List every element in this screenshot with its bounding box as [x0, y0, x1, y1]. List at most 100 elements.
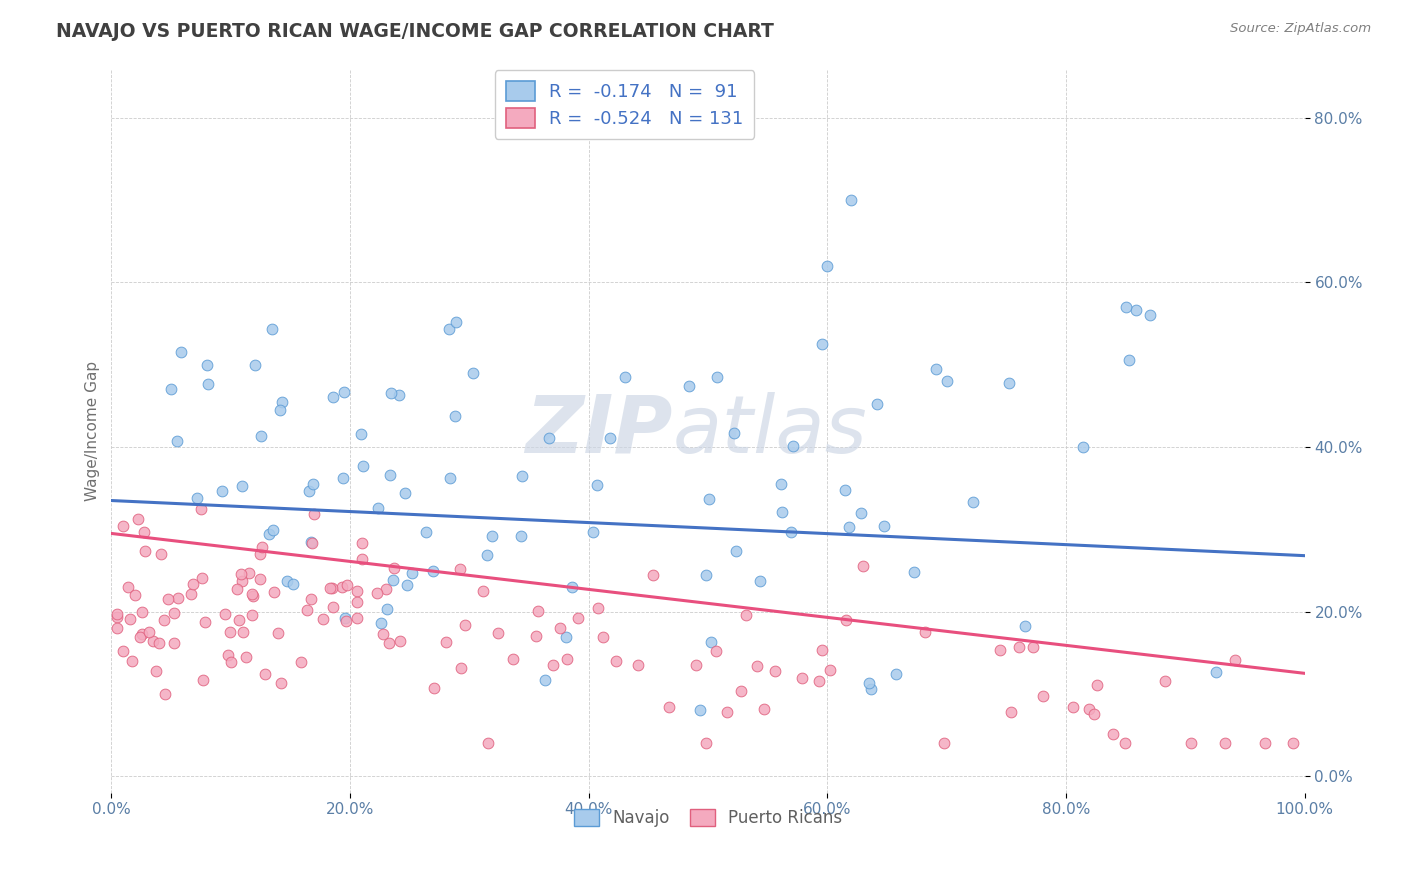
Point	[811, 642, 834, 657]
Point	[131, 606, 153, 620]
Point	[377, 602, 399, 616]
Point	[614, 370, 637, 384]
Point	[1032, 689, 1054, 703]
Point	[782, 439, 804, 453]
Point	[249, 547, 271, 561]
Point	[735, 607, 758, 622]
Y-axis label: Wage/Income Gap: Wage/Income Gap	[86, 360, 100, 500]
Point	[588, 600, 610, 615]
Point	[434, 634, 457, 648]
Point	[1205, 665, 1227, 679]
Point	[211, 483, 233, 498]
Point	[298, 484, 321, 499]
Text: ZIP: ZIP	[524, 392, 672, 469]
Point	[423, 681, 446, 696]
Text: NAVAJO VS PUERTO RICAN WAGE/INCOME GAP CORRELATION CHART: NAVAJO VS PUERTO RICAN WAGE/INCOME GAP C…	[56, 22, 775, 41]
Point	[1062, 699, 1084, 714]
Point	[749, 574, 772, 588]
Point	[1118, 353, 1140, 368]
Point	[914, 625, 936, 640]
Point	[586, 477, 609, 491]
Point	[366, 586, 388, 600]
Point	[134, 543, 156, 558]
Point	[157, 591, 180, 606]
Point	[730, 684, 752, 698]
Point	[808, 674, 831, 689]
Point	[228, 613, 250, 627]
Point	[449, 562, 471, 576]
Point	[153, 687, 176, 701]
Point	[375, 582, 398, 597]
Point	[745, 658, 768, 673]
Point	[214, 607, 236, 621]
Point	[380, 386, 402, 401]
Point	[415, 524, 437, 539]
Point	[534, 673, 557, 688]
Point	[962, 494, 984, 508]
Point	[382, 561, 405, 575]
Point	[849, 506, 872, 520]
Point	[299, 535, 322, 549]
Point	[217, 648, 239, 662]
Point	[269, 402, 291, 417]
Point	[866, 396, 889, 410]
Point	[163, 606, 186, 620]
Point	[1125, 303, 1147, 318]
Point	[472, 583, 495, 598]
Point	[352, 551, 374, 566]
Point	[835, 613, 858, 627]
Point	[218, 624, 240, 639]
Point	[124, 588, 146, 602]
Point	[330, 580, 353, 594]
Point	[1139, 309, 1161, 323]
Point	[1223, 653, 1246, 667]
Point	[302, 477, 325, 491]
Point	[394, 486, 416, 500]
Point	[592, 630, 614, 644]
Point	[346, 595, 368, 609]
Point	[142, 633, 165, 648]
Point	[678, 378, 700, 392]
Point	[262, 523, 284, 537]
Point	[352, 458, 374, 473]
Point	[281, 577, 304, 591]
Point	[335, 614, 357, 628]
Point	[240, 587, 263, 601]
Point	[186, 491, 208, 505]
Point	[903, 565, 925, 579]
Point	[502, 652, 524, 666]
Point	[127, 512, 149, 526]
Point	[872, 518, 894, 533]
Point	[884, 666, 907, 681]
Point	[229, 567, 252, 582]
Point	[1282, 736, 1305, 750]
Point	[450, 661, 472, 675]
Point	[219, 655, 242, 669]
Point	[839, 193, 862, 207]
Point	[997, 376, 1019, 390]
Point	[276, 574, 298, 588]
Point	[548, 621, 571, 635]
Point	[371, 626, 394, 640]
Point	[685, 657, 707, 672]
Point	[444, 315, 467, 329]
Point	[1000, 705, 1022, 719]
Point	[444, 409, 467, 424]
Point	[763, 665, 786, 679]
Point	[925, 361, 948, 376]
Point	[658, 699, 681, 714]
Point	[148, 636, 170, 650]
Point	[860, 681, 883, 696]
Point	[643, 567, 665, 582]
Point	[194, 615, 217, 630]
Point	[111, 519, 134, 533]
Point	[461, 367, 484, 381]
Point	[454, 618, 477, 632]
Point	[1085, 678, 1108, 692]
Point	[792, 672, 814, 686]
Point	[1154, 674, 1177, 689]
Point	[537, 431, 560, 445]
Point	[250, 540, 273, 554]
Point	[195, 358, 218, 372]
Point	[105, 610, 128, 624]
